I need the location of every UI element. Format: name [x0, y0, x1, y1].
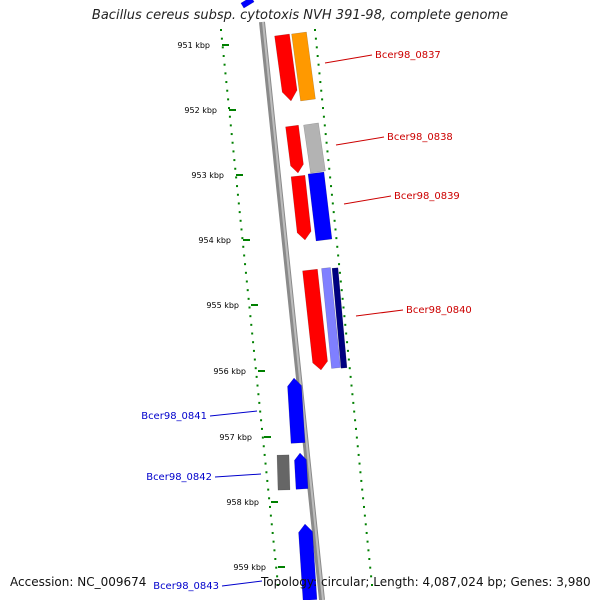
gene-arrow-orange	[291, 31, 316, 102]
gene-label: Bcer98_0842	[146, 472, 212, 483]
gene-label: Bcer98_0837	[375, 50, 441, 61]
genome-backbone-highlight	[262, 21, 324, 600]
genome-title: Bacillus cereus subsp. cytotoxis NVH 391…	[91, 8, 509, 23]
kbp-tick-label: 959 kbp	[233, 563, 266, 572]
accession-text: Accession: NC_009674	[10, 575, 147, 589]
kbp-tick-label: 953 kbp	[191, 171, 224, 180]
gene-label-leader-line	[209, 410, 258, 417]
kbp-tick-label: 954 kbp	[198, 236, 231, 245]
kbp-tick-label: 952 kbp	[184, 106, 217, 115]
gene-label: Bcer98_0840	[406, 305, 472, 316]
gene-arrow-gray	[303, 122, 326, 174]
gene-label: Bcer98_0843	[153, 581, 219, 592]
gene-label-leader-line	[335, 136, 385, 146]
kbp-tick-label: 955 kbp	[206, 301, 239, 310]
gene-arrow-blue	[307, 171, 333, 242]
gene-label: Bcer98_0839	[394, 191, 460, 202]
gene-arrow-blue	[294, 452, 309, 490]
gene-arrow-red	[302, 268, 328, 371]
gene-label-leader-line	[214, 473, 262, 478]
gene-arrow-blue	[287, 377, 306, 444]
gene-arrow-darkgray	[276, 454, 291, 491]
kbp-tick-label: 958 kbp	[226, 498, 259, 507]
gene-arrow-lavender	[321, 267, 341, 369]
gene-label-leader-line	[221, 580, 263, 587]
gene-arrow-blue	[298, 523, 318, 600]
gene-label-leader-line	[355, 309, 404, 317]
kbp-tick-label: 951 kbp	[177, 41, 210, 50]
topology-text: Topology: circular; Length: 4,087,024 bp…	[261, 575, 591, 589]
gene-arrow-blue	[240, 0, 255, 9]
gene-arrow-red	[290, 174, 312, 241]
gene-arrow-red	[285, 124, 304, 174]
gene-label-leader-line	[343, 195, 392, 205]
gene-arrow-red	[274, 33, 298, 102]
kbp-tick-label: 956 kbp	[213, 367, 246, 376]
gene-label-leader-line	[324, 54, 373, 64]
gene-label: Bcer98_0838	[387, 132, 453, 143]
kbp-tick-label: 957 kbp	[219, 433, 252, 442]
gene-label: Bcer98_0841	[141, 411, 207, 422]
gene-arrow-navy	[331, 267, 348, 369]
